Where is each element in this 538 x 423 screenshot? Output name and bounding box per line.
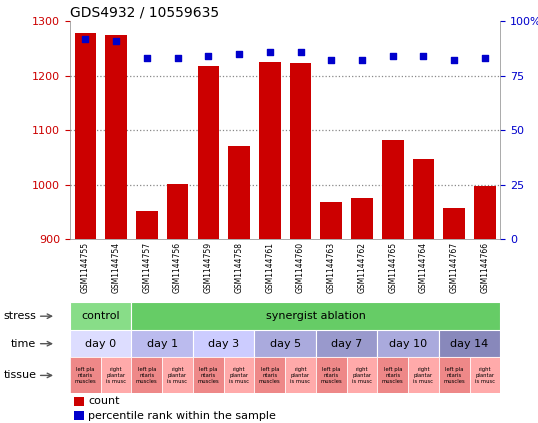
Text: left pla
ntaris
muscles: left pla ntaris muscles (321, 367, 342, 384)
Text: count: count (88, 396, 119, 407)
Bar (377, 357, 408, 393)
Text: day 1: day 1 (147, 339, 178, 349)
Text: right
plantar
is musc: right plantar is musc (229, 367, 249, 384)
Point (450, 57, 458, 64)
Text: right
plantar
is musc: right plantar is musc (291, 367, 310, 384)
Bar (197, 66, 219, 239)
Bar (285, 357, 316, 393)
Point (480, 55, 489, 62)
Point (204, 52, 213, 59)
Point (296, 48, 305, 55)
Bar (290, 63, 312, 239)
Text: left pla
ntaris
muscles: left pla ntaris muscles (443, 367, 465, 384)
Bar (136, 211, 158, 239)
Text: left pla
ntaris
muscles: left pla ntaris muscles (259, 367, 281, 384)
Point (235, 50, 243, 57)
Text: GDS4932 / 10559635: GDS4932 / 10559635 (70, 6, 219, 20)
Bar (131, 357, 162, 393)
Text: right
plantar
is musc: right plantar is musc (352, 367, 372, 384)
Point (388, 52, 397, 59)
Text: right
plantar
is musc: right plantar is musc (106, 367, 126, 384)
Text: control: control (81, 311, 120, 321)
Text: right
plantar
is musc: right plantar is musc (413, 367, 434, 384)
Bar (74, 411, 84, 420)
Text: day 14: day 14 (450, 339, 489, 349)
Bar (105, 35, 127, 239)
Point (173, 55, 182, 62)
Point (419, 52, 428, 59)
Bar (162, 357, 193, 393)
Text: day 0: day 0 (85, 339, 116, 349)
Bar (413, 159, 434, 239)
Text: tissue: tissue (3, 371, 37, 380)
Text: stress: stress (3, 311, 37, 321)
Text: right
plantar
is musc: right plantar is musc (167, 367, 188, 384)
Bar (228, 146, 250, 239)
Bar (224, 357, 254, 393)
Point (358, 57, 366, 64)
Bar (75, 33, 96, 239)
Bar (470, 357, 500, 393)
Point (327, 57, 336, 64)
Point (265, 48, 274, 55)
Bar (167, 184, 188, 239)
Bar (474, 186, 495, 239)
Text: day 7: day 7 (331, 339, 362, 349)
Point (81, 35, 90, 42)
Bar (321, 202, 342, 239)
Bar (351, 198, 373, 239)
Text: right
plantar
is musc: right plantar is musc (475, 367, 495, 384)
Bar (254, 357, 285, 393)
Point (112, 37, 121, 44)
Bar (443, 209, 465, 239)
Bar (70, 330, 131, 357)
Bar (408, 357, 439, 393)
Point (143, 55, 151, 62)
Text: left pla
ntaris
muscles: left pla ntaris muscles (382, 367, 404, 384)
Bar (316, 357, 346, 393)
Bar (254, 330, 316, 357)
Text: day 3: day 3 (208, 339, 239, 349)
Text: left pla
ntaris
muscles: left pla ntaris muscles (74, 367, 96, 384)
Bar (101, 357, 131, 393)
Bar (346, 357, 377, 393)
Bar (70, 357, 101, 393)
Text: day 5: day 5 (270, 339, 301, 349)
Bar (70, 302, 131, 330)
Bar (382, 140, 404, 239)
Bar (193, 357, 224, 393)
Bar (259, 62, 280, 239)
Bar (131, 302, 500, 330)
Bar (439, 330, 500, 357)
Text: day 10: day 10 (389, 339, 427, 349)
Bar (377, 330, 439, 357)
Text: synergist ablation: synergist ablation (266, 311, 366, 321)
Bar (131, 330, 193, 357)
Bar (316, 330, 377, 357)
Text: left pla
ntaris
muscles: left pla ntaris muscles (136, 367, 158, 384)
Bar (74, 397, 84, 406)
Bar (193, 330, 254, 357)
Text: percentile rank within the sample: percentile rank within the sample (88, 411, 276, 420)
Text: left pla
ntaris
muscles: left pla ntaris muscles (197, 367, 219, 384)
Bar (439, 357, 470, 393)
Text: time: time (11, 339, 37, 349)
